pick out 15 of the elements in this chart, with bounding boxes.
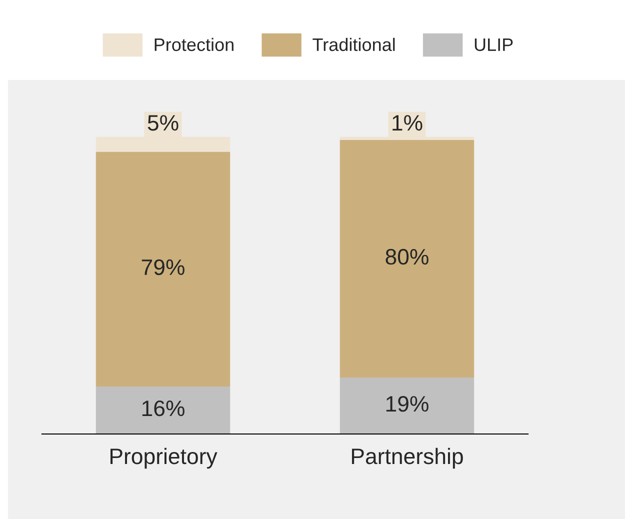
data-label: 19% xyxy=(386,396,428,412)
bar xyxy=(340,140,474,378)
data-label: 80% xyxy=(386,248,428,265)
bar xyxy=(340,378,474,434)
x-tick-label: Partnership xyxy=(352,448,463,469)
bar xyxy=(96,152,230,386)
data-label: 5% xyxy=(148,115,178,131)
legend-label: ULIP xyxy=(474,38,513,52)
x-tick-label: Proprietory xyxy=(110,448,218,469)
data-label: 1% xyxy=(392,115,422,131)
bar xyxy=(96,386,230,434)
legend-label: Traditional xyxy=(312,38,395,52)
legend-label: Protection xyxy=(154,38,234,52)
data-label: 16% xyxy=(142,400,184,416)
data-label: 79% xyxy=(142,259,184,276)
